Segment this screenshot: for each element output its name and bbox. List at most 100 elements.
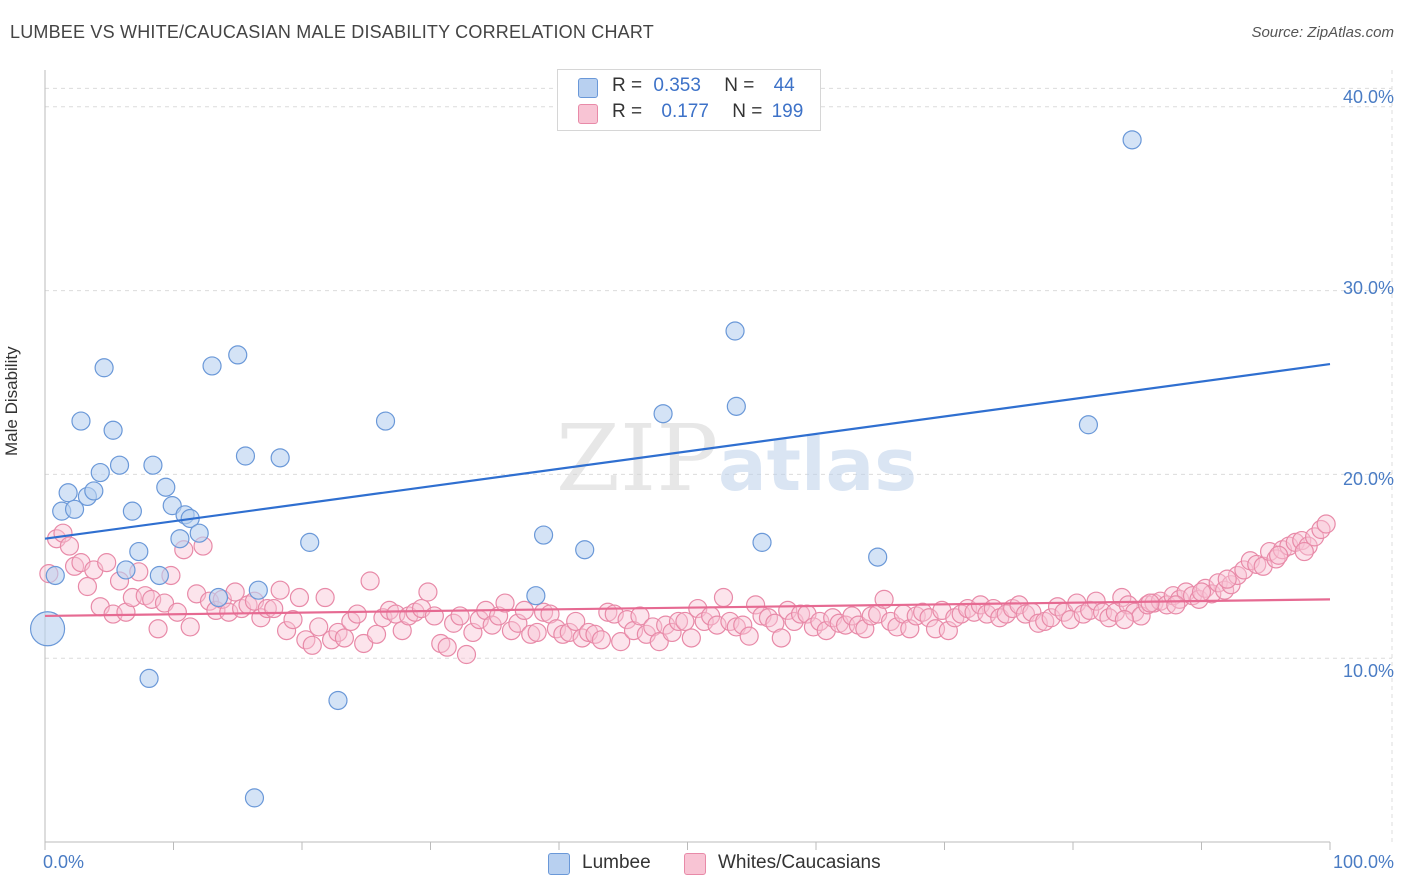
whites-point [431,633,451,654]
whites-point [617,609,637,630]
whites-point [373,608,393,628]
whites-point [533,602,554,622]
lumbee-swatch [578,78,598,98]
whites-point [360,571,380,591]
whites-point [334,628,355,648]
r-label: R = [612,75,643,96]
whites-swatch [684,853,706,875]
whites-point [347,604,367,624]
lumbee-point [45,565,65,586]
whites-point [135,586,155,606]
y-tick-label: 20.0% [1342,469,1394,489]
whites-point [771,628,791,648]
y-axis-label: Male Disability [2,346,21,456]
lumbee-point [90,462,110,483]
lumbee-point [244,788,265,808]
whites-point [553,624,573,644]
whites-point [315,587,335,608]
lumbee-point [653,404,673,424]
r-label: R = [612,101,643,122]
whites-point [270,580,290,600]
lumbee-point [575,540,595,560]
whites-point [1247,554,1267,575]
axes [44,70,1331,850]
whites-point [1073,604,1093,624]
whites-point [739,626,759,646]
lumbee-point [58,483,78,503]
whites-point [1294,541,1314,562]
whites-point [527,622,547,643]
lumbee-point [116,560,136,580]
lumbee-point [139,668,159,689]
lumbee-trend-line [44,363,1331,540]
whites-point [1311,519,1331,540]
lumbee-point [270,448,290,468]
whites-point [167,602,187,622]
whites-point [264,598,284,619]
lumbee-point [235,446,256,466]
whites-point [444,613,464,633]
whites-point [1268,545,1289,565]
whites-point [566,611,586,632]
lumbee-point [752,532,772,552]
whites-point [148,619,168,639]
lumbee-point [170,529,190,549]
whites-point [142,589,162,609]
lumbee-swatch [548,853,570,875]
n-label: N = [732,101,763,122]
whites-point [1217,569,1237,589]
lumbee-point [228,345,248,365]
lumbee-points [29,130,1142,808]
whites-point [302,635,322,655]
whites-point [668,611,689,632]
whites-point [675,611,695,632]
whites-point [713,587,734,608]
lumbee-point [156,477,176,497]
x-tick-label: 100.0% [1332,852,1394,872]
whites-point [64,556,85,576]
lumbee-point [526,586,546,606]
whites-point [707,615,727,635]
n-value: 44 [773,75,795,96]
whites-point [501,621,522,641]
whites-point [1191,582,1212,602]
whites-point [276,621,297,641]
x-tick-label: 0.0% [43,852,85,872]
lumbee-point [122,501,142,521]
whites-trend-line [44,598,1331,618]
lumbee-point [109,455,130,475]
lumbee-point [189,523,209,543]
chart-title: LUMBEE VS WHITE/CAUCASIAN MALE DISABILIT… [10,22,654,42]
r-value: 0.177 [661,101,709,122]
whites-point [1304,527,1325,547]
legend-label: Whites/Caucasians [718,852,881,873]
lumbee-point [103,420,123,440]
whites-points [39,514,1336,665]
y-tick-label: 10.0% [1342,661,1394,681]
lumbee-point [84,481,104,501]
whites-point [456,644,477,665]
stats-legend: R = 0.353 N = 44 R = 0.177 N = 199 [557,69,821,131]
y-tick-label: 40.0% [1342,87,1394,107]
legend-label: Lumbee [582,852,651,873]
whites-point [746,595,766,615]
lumbee-point [202,356,222,376]
whites-swatch [578,104,598,124]
lumbee-point [726,396,746,416]
grid-lines [45,70,1393,842]
whites-point [59,536,80,556]
trend-lines [44,363,1331,618]
whites-point [662,622,682,643]
whites-point [418,582,438,602]
r-value: 0.353 [653,75,701,96]
whites-point [283,609,303,630]
lumbee-point [533,525,554,545]
whites-point [521,624,541,644]
whites-point [591,630,612,650]
n-label: N = [724,75,755,96]
whites-point [1035,611,1055,632]
whites-point [681,628,701,648]
lumbee-point [149,565,169,586]
lumbee-point [143,455,163,475]
